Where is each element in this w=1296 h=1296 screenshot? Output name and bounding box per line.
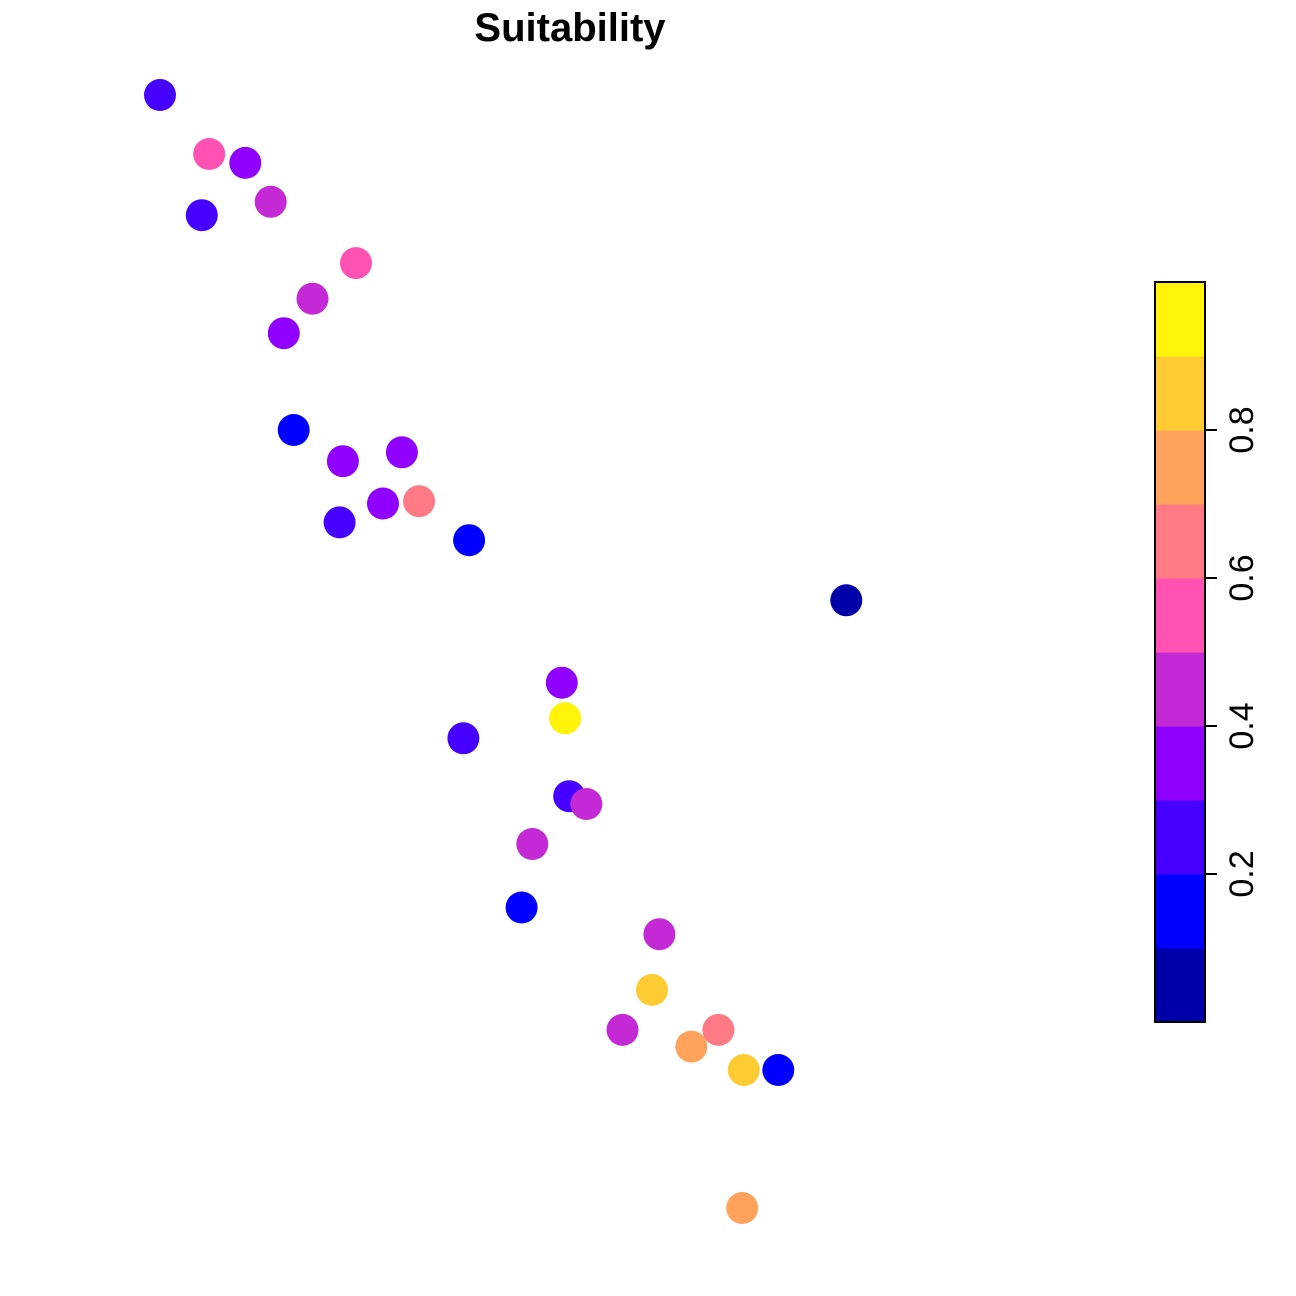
data-point-9 xyxy=(277,414,310,446)
data-point-12 xyxy=(367,487,399,520)
data-point-1 xyxy=(144,79,176,111)
data-point-18 xyxy=(549,702,582,735)
data-point-14 xyxy=(323,506,356,539)
data-point-6 xyxy=(340,247,372,280)
colorbar-bin-9 xyxy=(1155,356,1205,431)
data-point-19 xyxy=(447,722,480,755)
colorbar-bin-5 xyxy=(1155,652,1205,727)
data-point-24 xyxy=(643,918,676,951)
colorbar-bin-6 xyxy=(1155,578,1205,653)
data-point-3 xyxy=(229,146,262,179)
data-point-10 xyxy=(326,445,359,478)
colorbar: 0.2 0.4 0.6 0.8 xyxy=(1154,281,1261,1023)
chart-title: Suitability xyxy=(474,6,666,50)
points-layer xyxy=(144,79,863,1224)
colorbar-tick-label-4: 0.8 xyxy=(1223,406,1261,453)
colorbar-bin-1 xyxy=(1155,948,1205,1023)
data-point-7 xyxy=(296,282,329,315)
data-point-30 xyxy=(762,1054,795,1086)
data-point-8 xyxy=(267,317,300,350)
colorbar-border xyxy=(1154,281,1206,1023)
colorbar-bin-10 xyxy=(1155,282,1205,357)
colorbar-tick-label-2: 0.4 xyxy=(1223,702,1261,749)
data-point-16 xyxy=(830,584,863,617)
data-point-17 xyxy=(545,666,578,699)
data-point-2 xyxy=(193,138,226,170)
colorbar-bin-7 xyxy=(1155,504,1205,579)
data-point-25 xyxy=(636,973,668,1006)
data-point-5 xyxy=(254,185,287,218)
data-point-31 xyxy=(726,1192,759,1224)
data-point-13 xyxy=(403,485,436,518)
data-point-29 xyxy=(727,1054,760,1086)
data-point-22 xyxy=(516,828,549,860)
data-point-21 xyxy=(570,788,603,820)
colorbar-bin-8 xyxy=(1155,430,1205,505)
data-point-15 xyxy=(453,524,486,557)
data-point-27 xyxy=(675,1030,708,1063)
data-point-11 xyxy=(385,436,418,469)
data-point-26 xyxy=(606,1013,639,1046)
colorbar-bin-2 xyxy=(1155,874,1205,949)
data-point-23 xyxy=(505,891,538,924)
data-point-4 xyxy=(185,199,218,232)
colorbar-tick-label-1: 0.2 xyxy=(1223,850,1261,897)
data-point-28 xyxy=(702,1013,735,1046)
colorbar-bin-3 xyxy=(1155,800,1205,875)
colorbar-bin-4 xyxy=(1155,726,1205,801)
colorbar-tick-label-3: 0.6 xyxy=(1223,554,1261,601)
